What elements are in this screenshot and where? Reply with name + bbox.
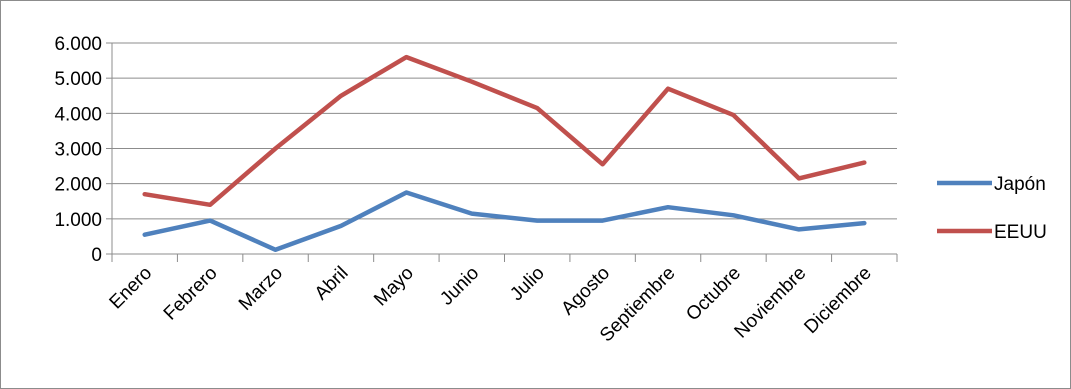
axes — [106, 42, 898, 262]
x-tick-label: Enero — [106, 263, 157, 314]
x-tick-label: Abril — [311, 263, 353, 305]
legend-label: EEUU — [994, 222, 1047, 243]
legend-label: Japón — [994, 174, 1046, 195]
x-tick-label: Octubre — [682, 263, 745, 326]
y-tick-label: 6.000 — [54, 34, 102, 55]
y-tick-label: 0 — [91, 245, 102, 266]
series-line — [142, 190, 867, 253]
y-tick-label: 2.000 — [54, 175, 102, 196]
x-tick-label: Noviembre — [731, 263, 811, 343]
x-tick-label: Agosto — [557, 263, 614, 320]
x-tick-label: Mayo — [370, 263, 418, 311]
x-tick-label: Febrero — [160, 263, 222, 325]
gridlines — [112, 42, 897, 220]
series-lines — [142, 54, 867, 253]
legend: Japón EEUU — [937, 174, 1047, 243]
y-tick-label: 3.000 — [54, 140, 102, 161]
x-tick-labels: Enero Febrero Marzo Abril Mayo Junio Julio Agos… — [106, 263, 876, 347]
y-tick-labels: 0 1.000 2.000 3.000 4.000 5.000 6.000 — [54, 34, 102, 266]
y-tick-label: 4.000 — [54, 104, 102, 125]
x-tick-label: Julio — [506, 263, 548, 305]
y-tick-label: 5.000 — [54, 69, 102, 90]
x-tick-label: Marzo — [235, 263, 287, 315]
series-line — [142, 54, 867, 208]
y-tick-label: 1.000 — [54, 210, 102, 231]
x-tick-label: Junio — [436, 263, 483, 310]
x-tick-label: Diciembre — [800, 263, 875, 338]
